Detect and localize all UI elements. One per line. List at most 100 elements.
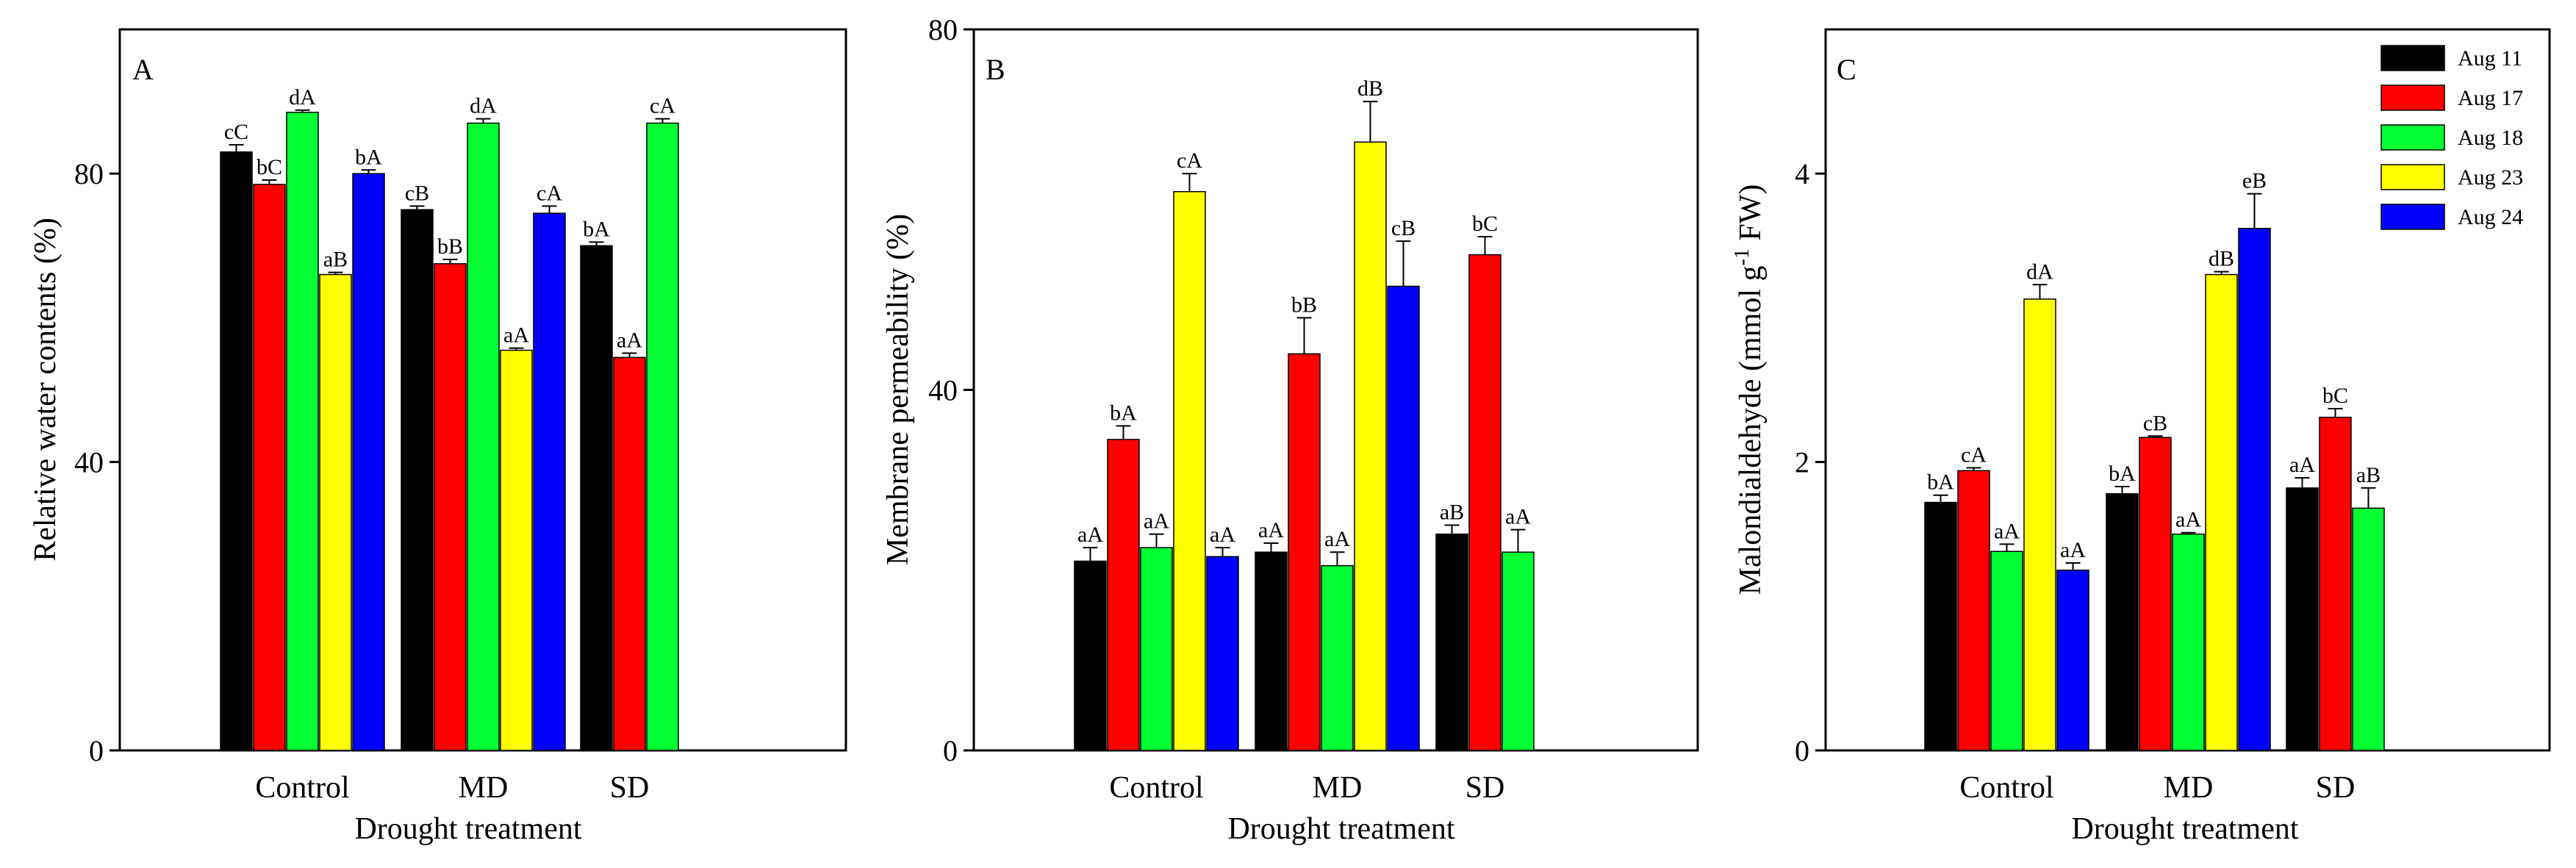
x-tick-label: SD [1465,771,1505,805]
significance-label: aA [1077,523,1103,547]
significance-label: bC [1472,212,1498,236]
legend-swatch [2381,85,2445,111]
significance-label: cA [537,181,562,205]
y-axis-label-tail: FW) [1734,184,1768,249]
bar-aug-11 [401,209,434,751]
significance-label: aA [2289,453,2315,477]
bar-aug-11 [2286,487,2319,751]
y-axis-label-sup: -1 [1731,248,1754,265]
bar-aug-17 [1468,254,1502,751]
x-tick-label: Control [1959,771,2053,805]
significance-label: bB [1291,293,1317,317]
bar-aug-18 [1502,551,1535,751]
legend-label: Aug 23 [2458,165,2523,190]
significance-label: aA [1994,519,2020,543]
x-axis-label: Drought treatment [354,812,581,846]
panel-label: C [1837,53,1856,86]
significance-label: aA [1324,527,1350,551]
significance-label: cB [405,181,429,205]
x-tick-label: Control [1109,771,1203,805]
x-tick-label: SD [610,771,650,805]
legend-swatch [2381,204,2445,230]
significance-label: aA [617,328,642,352]
significance-label: bC [2322,384,2348,408]
y-axis-label: Malondialdehyde (mmol g-1 FW) [1731,184,1768,595]
significance-label: cB [1391,216,1416,240]
x-axis-label: Drought treatment [1227,812,1454,846]
x-tick-label: MD [2164,771,2214,805]
bars-group: 0 2 4 Control MD SD bA bA aA cA cB bC aA aA aB dA dB aA eB [1795,157,2385,805]
panel-b: B 0 40 80 Control MD SD aA aA aB bA bB bC aA aA aA cA dB… [881,13,1699,846]
legend: Aug 11 Aug 17 Aug 18 Aug 23 Aug 24 [2381,45,2523,230]
significance-label: cA [650,94,675,118]
y-tick-label: 40 [74,446,104,479]
bar-aug-24 [352,173,385,751]
bar-aug-24 [533,212,566,751]
x-tick-label: MD [1313,771,1363,805]
significance-label: bA [1110,401,1137,426]
significance-label: bA [583,217,610,241]
bar-aug-11 [1074,560,1107,751]
y-tick-label: 4 [1795,157,1809,190]
panel-label: A [132,53,154,86]
bar-aug-24 [2238,228,2271,751]
y-tick-label: 40 [928,374,958,407]
bar-aug-23 [319,273,352,751]
bar-aug-17 [1107,439,1140,751]
bar-aug-17 [2139,437,2172,751]
significance-label: aA [2175,508,2201,532]
x-tick-label: MD [459,771,509,805]
bar-aug-17 [1957,470,1990,751]
legend-label: Aug 18 [2458,126,2523,150]
bar-aug-17 [613,356,646,751]
significance-label: aA [1144,509,1169,534]
y-tick-label: 0 [89,734,104,767]
legend-swatch [2381,124,2445,151]
significance-label: dB [1357,76,1383,101]
bar-aug-17 [434,263,467,751]
legend-label: Aug 11 [2458,46,2522,71]
x-tick-label: Control [255,771,349,805]
legend-label: Aug 24 [2458,205,2523,229]
bar-aug-23 [2023,298,2056,751]
bar-aug-11 [1255,551,1288,751]
bar-aug-11 [1924,501,1957,751]
significance-label: dA [2026,259,2053,284]
bar-aug-11 [2106,493,2139,751]
bars-group: 0 40 80 Control MD SD aA aA aB bA bB bC aA aA aA cA dB aA… [928,13,1535,805]
significance-label: bA [355,145,382,169]
significance-label: dA [470,94,497,118]
bar-aug-18 [2352,507,2385,751]
y-axis-label: Membrane permeability (%) [881,214,915,565]
significance-label: aB [1440,500,1464,524]
panel-a: A 0 40 80 Control MD SD cC cB bA bC bB aA dA dA cA aB aA… [29,28,847,846]
x-axis-label: Drought treatment [2071,812,2298,846]
panel-label: B [986,53,1005,86]
significance-label: cA [1177,148,1202,173]
y-tick-label: 80 [74,157,104,190]
bar-aug-23 [500,349,533,751]
significance-label: cC [224,120,248,144]
panel-c: C 0 2 4 Control MD SD bA bA aA cA cB bC aA aA aB dA dB aA… [1731,28,2551,846]
legend-swatch [2381,164,2445,190]
significance-label: aB [2356,463,2381,487]
y-tick-label: 0 [943,734,958,767]
bar-aug-17 [2319,417,2352,751]
significance-label: aA [1258,518,1284,542]
significance-label: bA [1927,470,1954,495]
bar-aug-17 [253,184,286,751]
bar-aug-17 [1288,353,1321,751]
bar-aug-11 [580,245,613,751]
significance-label: bB [437,234,463,259]
significance-label: aB [323,248,348,272]
bar-aug-18 [467,122,500,751]
significance-label: cB [2143,411,2167,435]
bar-aug-18 [646,122,679,751]
bar-aug-24 [1206,556,1239,751]
significance-label: aA [1505,505,1531,529]
significance-label: bA [2109,462,2136,486]
bar-aug-18 [286,112,319,751]
bar-aug-24 [2056,570,2089,751]
significance-label: eB [2242,169,2267,193]
